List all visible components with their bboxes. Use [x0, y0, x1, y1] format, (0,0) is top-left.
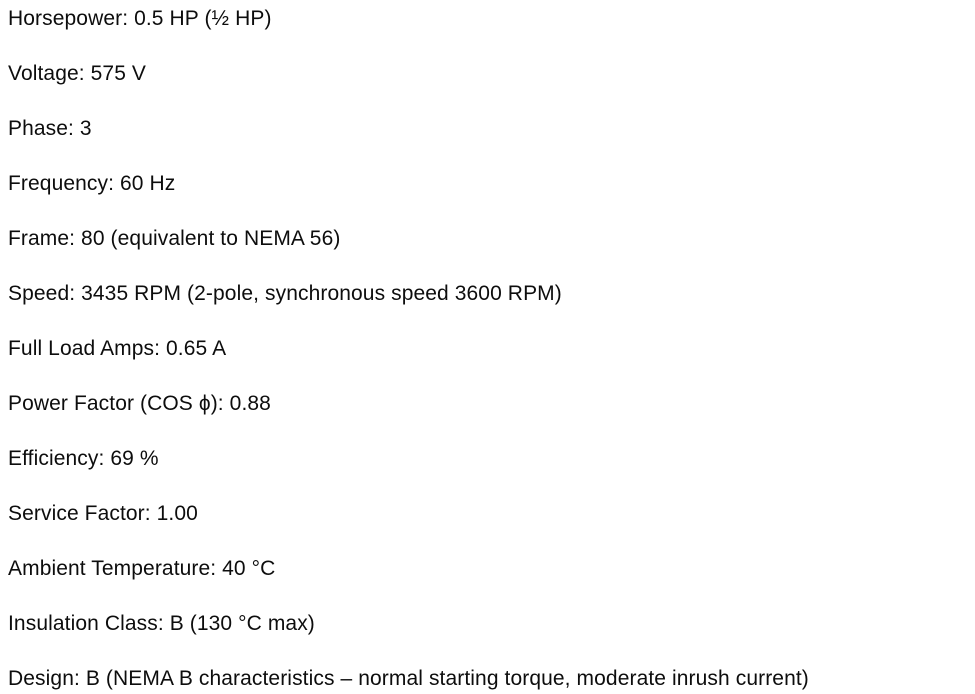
spec-value: 0.88	[229, 392, 271, 415]
spec-value: 0.65 A	[166, 337, 227, 360]
spec-label: Frequency:	[8, 172, 115, 195]
spec-line-insulation-class: Insulation Class: B (130 °C max)	[8, 610, 967, 638]
spec-value: 3435 RPM (2-pole, synchronous speed 3600…	[81, 282, 562, 305]
spec-label: Power Factor (COS ϕ):	[8, 392, 224, 415]
spec-value: B (NEMA B characteristics – normal start…	[85, 667, 809, 690]
spec-label: Frame:	[8, 227, 76, 250]
spec-value: 3	[79, 117, 92, 140]
spec-label: Efficiency:	[8, 447, 105, 470]
spec-value: 0.5 HP (½ HP)	[134, 7, 272, 30]
spec-value: 60 Hz	[120, 172, 176, 195]
spec-line-speed: Speed: 3435 RPM (2-pole, synchronous spe…	[8, 280, 967, 308]
spec-label: Design:	[8, 667, 80, 690]
spec-value: 69 %	[110, 447, 159, 470]
spec-label: Insulation Class:	[8, 612, 164, 635]
spec-label: Speed:	[8, 282, 76, 305]
spec-line-full-load-amps: Full Load Amps: 0.65 A	[8, 335, 967, 363]
spec-line-phase: Phase: 3	[8, 115, 967, 143]
spec-label: Ambient Temperature:	[8, 557, 217, 580]
spec-value: 80 (equivalent to NEMA 56)	[81, 227, 341, 250]
spec-line-horsepower: Horsepower: 0.5 HP (½ HP)	[8, 5, 967, 33]
spec-line-service-factor: Service Factor: 1.00	[8, 500, 967, 528]
spec-line-efficiency: Efficiency: 69 %	[8, 445, 967, 473]
spec-line-design: Design: B (NEMA B characteristics – norm…	[8, 665, 967, 693]
spec-value: B (130 °C max)	[169, 612, 315, 635]
spec-line-ambient-temperature: Ambient Temperature: 40 °C	[8, 555, 967, 583]
spec-label: Phase:	[8, 117, 74, 140]
spec-line-voltage: Voltage: 575 V	[8, 60, 967, 88]
spec-label: Horsepower:	[8, 7, 129, 30]
spec-line-frequency: Frequency: 60 Hz	[8, 170, 967, 198]
spec-label: Service Factor:	[8, 502, 151, 525]
spec-value: 575 V	[90, 62, 147, 85]
spec-label: Full Load Amps:	[8, 337, 161, 360]
spec-line-frame: Frame: 80 (equivalent to NEMA 56)	[8, 225, 967, 253]
spec-label: Voltage:	[8, 62, 85, 85]
spec-line-power-factor: Power Factor (COS ϕ): 0.88	[8, 390, 967, 418]
spec-value: 40 °C	[222, 557, 276, 580]
spec-value: 1.00	[156, 502, 198, 525]
